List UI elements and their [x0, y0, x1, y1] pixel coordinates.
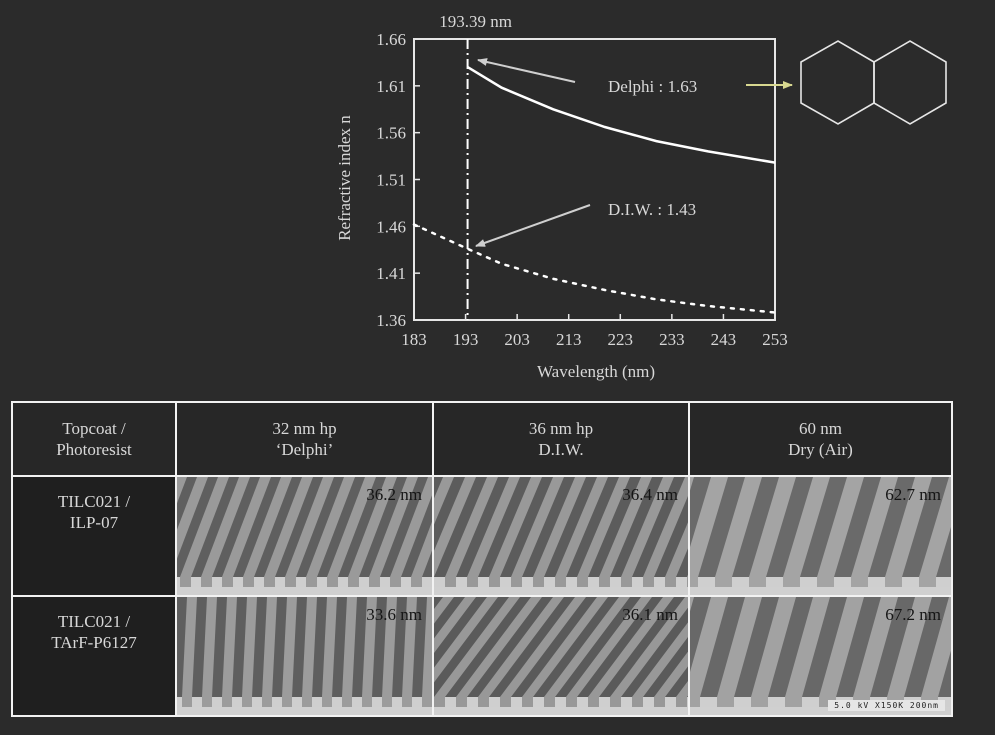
x-tick-label: 193	[453, 330, 479, 349]
header-dry-air: 60 nm Dry (Air)	[690, 403, 951, 475]
row-label-ilp07: TILC021 / ILP-07	[13, 477, 175, 595]
refractive-index-chart: 1.36 1.41 1.46 1.51 1.56 1.61 1.66 183 193 203 21…	[335, 12, 947, 381]
x-tick-label: 233	[659, 330, 685, 349]
x-tick-label: 183	[401, 330, 427, 349]
series-line-0	[466, 66, 776, 164]
y-tick-label: 1.56	[376, 124, 406, 143]
x-tick-label: 203	[504, 330, 530, 349]
wavelength-marker-label: 193.39 nm	[439, 12, 512, 31]
sem-image-tarf-dry: 67.2 nm 5.0 kV X150K 200nm	[690, 597, 951, 715]
measurement-label: 36.2 nm	[366, 485, 422, 504]
row-label-tarf-p6127: TILC021 / TArF-P6127	[13, 597, 175, 715]
x-axis-label: Wavelength (nm)	[537, 362, 655, 381]
y-tick-label: 1.66	[376, 30, 406, 49]
x-tick-label: 223	[608, 330, 634, 349]
header-diw: 36 nm hp D.I.W.	[434, 403, 688, 475]
y-tick-label: 1.61	[376, 77, 406, 96]
measurement-label: 36.1 nm	[622, 605, 678, 624]
sem-image-ilp07-dry: 62.7 nm	[690, 477, 951, 595]
sem-results-table: Topcoat / Photoresist 32 nm hp ‘Delphi’ 36…	[11, 401, 953, 717]
y-tick-label: 1.46	[376, 217, 406, 236]
sem-image-ilp07-diw: 36.4 nm	[434, 477, 688, 595]
sem-scale-bar: 5.0 kV X150K 200nm	[828, 700, 945, 711]
x-tick-label: 213	[556, 330, 582, 349]
header-delphi: 32 nm hp ‘Delphi’	[177, 403, 432, 475]
diw-annotation-arrow	[475, 204, 591, 247]
measurement-label: 36.4 nm	[622, 485, 678, 504]
sem-image-ilp07-delphi: 36.2 nm	[177, 477, 432, 595]
measurement-label: 67.2 nm	[885, 605, 941, 624]
delphi-annotation-arrow	[477, 58, 576, 83]
x-tick-label: 243	[711, 330, 737, 349]
header-topcoat-photoresist: Topcoat / Photoresist	[13, 403, 175, 475]
measurement-label: 62.7 nm	[885, 485, 941, 504]
naphthalene-structure-icon	[800, 40, 947, 125]
delphi-annotation: Delphi : 1.63	[608, 77, 697, 96]
y-tick-label: 1.36	[376, 311, 406, 330]
measurement-label: 33.6 nm	[366, 605, 422, 624]
sem-image-tarf-delphi: 33.6 nm	[177, 597, 432, 715]
y-axis-label: Refractive index n	[335, 115, 354, 241]
sem-image-tarf-diw: 36.1 nm	[434, 597, 688, 715]
diw-annotation: D.I.W. : 1.43	[608, 200, 696, 219]
y-tick-label: 1.51	[376, 171, 406, 190]
y-tick-label: 1.41	[376, 264, 406, 283]
x-tick-label: 253	[762, 330, 788, 349]
